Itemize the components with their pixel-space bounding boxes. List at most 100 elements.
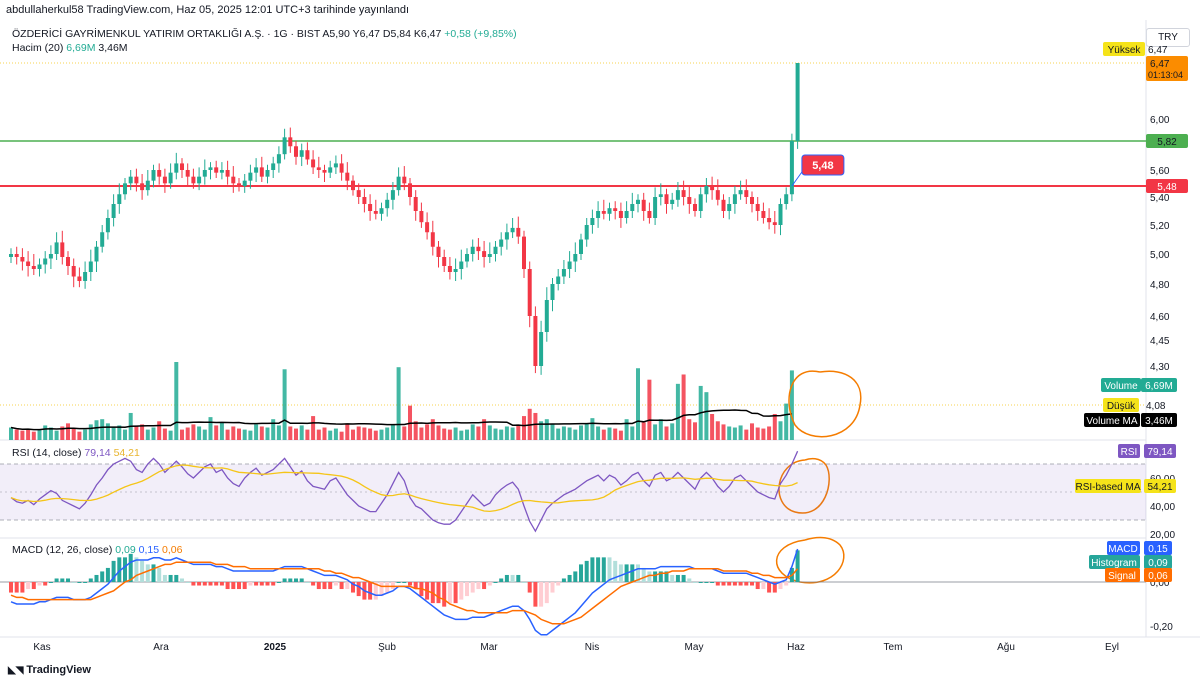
macd-histogram-bar [618, 564, 623, 582]
volume-bar [157, 421, 162, 440]
macd-histogram-bar [596, 557, 601, 582]
macd-histogram-bar [693, 582, 697, 583]
tradingview-brand[interactable]: ◣◥ TradingView [8, 664, 91, 676]
macd-histogram-bar [162, 574, 167, 582]
countdown-label: 01:13:04 [1148, 70, 1183, 80]
macd-histogram-bar [9, 582, 13, 593]
volume-bar [567, 427, 572, 440]
price-change: +0,58 (+9,85%) [444, 28, 517, 40]
volume-bar [259, 426, 264, 440]
volume-bar [225, 429, 230, 440]
rsi-ma-tag-value-bg [1144, 479, 1176, 493]
candle-body [573, 254, 578, 262]
volume-bar [767, 426, 772, 440]
macd-histogram-bar [658, 571, 663, 582]
macd-histogram-bar [579, 564, 583, 582]
macd-histogram-bar [105, 567, 110, 582]
candle-body [687, 197, 692, 204]
volume-bar [54, 430, 59, 440]
macd-histogram-bar [219, 582, 224, 586]
candle-body [20, 257, 25, 262]
resistance-tag-bg [1146, 179, 1188, 193]
candle-body [66, 257, 70, 266]
volume-bar [584, 423, 589, 440]
rsi-tag-bg [1118, 444, 1140, 458]
candle-body [710, 186, 715, 191]
volume-bar [425, 424, 430, 440]
candle-body [157, 170, 162, 177]
candle-body [544, 300, 549, 332]
volume-bar [174, 362, 179, 440]
published-caption: abdullaherkul58 TradingView.com, Haz 05,… [6, 4, 410, 16]
volume-bar [219, 422, 224, 440]
macd-histogram-bar [687, 578, 692, 582]
macd-histogram-bar [755, 582, 760, 590]
macd-histogram-bar [744, 582, 749, 586]
volume-bar [356, 426, 361, 440]
volume-bar [658, 419, 663, 440]
volume-bar [516, 424, 521, 440]
volume-bar [453, 427, 458, 440]
macd-histogram-bar [259, 582, 264, 586]
candle-body [465, 254, 469, 262]
volume-bar [789, 370, 794, 440]
volume-ma-tag-bg [1084, 413, 1140, 427]
time-tick-label: Şub [378, 642, 396, 653]
candle-body [493, 246, 498, 254]
currency-button[interactable]: TRY [1146, 28, 1190, 47]
volume-bar [265, 427, 270, 440]
macd-histogram-bar [601, 557, 606, 582]
volume-bar [396, 367, 401, 440]
volume-bar [750, 423, 754, 440]
time-tick-label: Mar [480, 642, 498, 653]
candle-body [715, 190, 720, 200]
macd-tick-label: -0,20 [1150, 622, 1173, 633]
macd-histogram-bar [413, 582, 418, 590]
volume-bar [630, 426, 635, 440]
candle-body [237, 183, 241, 186]
macd-histogram-bar [71, 582, 76, 583]
macd-histogram-bar [533, 582, 538, 607]
volume-bar [328, 430, 333, 440]
volume-bar [465, 429, 469, 440]
macd-histogram-bar [390, 582, 395, 590]
volume-bar [316, 429, 321, 440]
macd-histogram-bar [345, 582, 350, 590]
macd-histogram-bar [294, 578, 298, 582]
volume-bar [105, 423, 110, 440]
macd-histogram-bar [368, 582, 373, 600]
support-tag-bg [1146, 134, 1188, 148]
macd-histogram-bar [408, 582, 412, 586]
macd-histogram-bar [185, 582, 190, 583]
volume-bar [271, 419, 276, 440]
candle-body [732, 194, 737, 204]
macd-histogram-bar [396, 582, 401, 583]
candle-body [162, 176, 167, 184]
macd-histogram-bar [77, 582, 82, 583]
candle-body [447, 266, 452, 272]
macd-histogram-bar [231, 582, 236, 590]
volume-tag-label: Volume [1104, 381, 1138, 392]
volume-bar [145, 429, 150, 440]
candle-body [636, 199, 640, 204]
candle-body [379, 208, 384, 214]
price-tick-label: 4,60 [1150, 312, 1170, 323]
price-tick-label: 6,00 [1150, 115, 1170, 126]
macd-histogram-bar [311, 582, 316, 586]
macd-histogram-bar [60, 578, 65, 582]
candle-body [77, 276, 82, 281]
volume-tag-bg [1101, 378, 1141, 392]
macd-histogram-bar [265, 582, 270, 586]
macd-histogram-bar [271, 582, 276, 586]
rsi-tick-label: 20,00 [1150, 530, 1175, 541]
candle-body [339, 163, 344, 173]
candle-body [556, 276, 561, 284]
macd-tag-value-bg [1144, 541, 1172, 555]
macd-histogram-bar [727, 582, 732, 586]
candle-body [402, 176, 407, 184]
resistance-tag: 5,48 [1157, 182, 1177, 193]
candle-body [111, 204, 116, 218]
macd-histogram-bar [675, 574, 680, 582]
macd-histogram-bar [476, 582, 481, 590]
